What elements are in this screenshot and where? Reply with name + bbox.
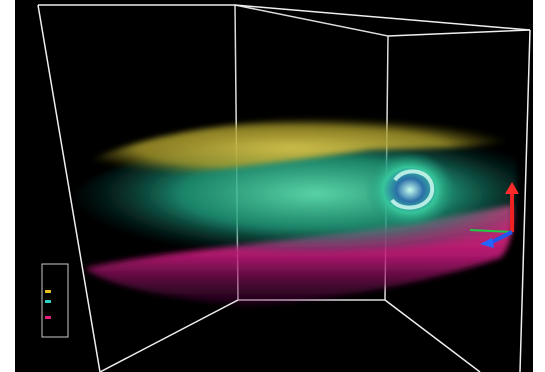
transfer-function-legend: [42, 264, 68, 337]
legend-cyan: [45, 300, 51, 303]
legend-yellow: [45, 290, 51, 293]
page: (() => { const data = JSON.parse(documen…: [0, 0, 545, 372]
volume-render-view: [0, 0, 545, 372]
legend-magenta: [45, 316, 51, 319]
vortex: [365, 152, 455, 228]
